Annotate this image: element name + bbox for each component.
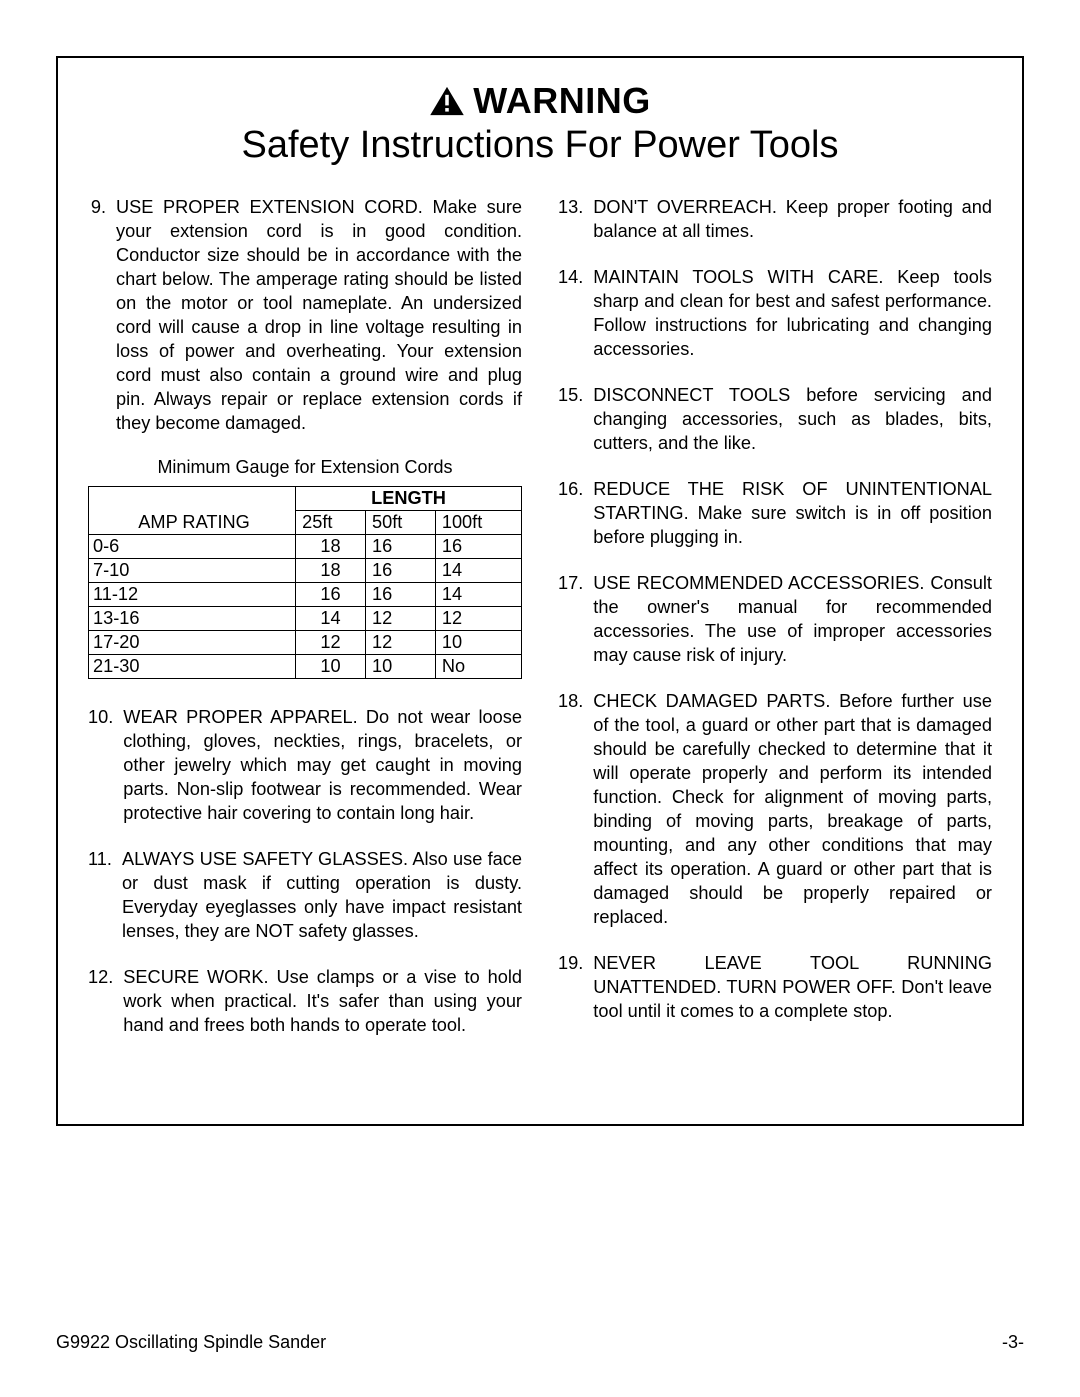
heading-block: WARNING Safety Instructions For Power To…	[88, 80, 992, 167]
footer-page-number: -3-	[1002, 1332, 1024, 1353]
item-number: 12.	[88, 965, 123, 1037]
footer-product: G9922 Oscillating Spindle Sander	[56, 1332, 326, 1353]
instruction-item: 14. MAINTAIN TOOLS WITH CARE. Keep tools…	[558, 265, 992, 361]
item-number: 9.	[88, 195, 116, 435]
item-number: 13.	[558, 195, 593, 243]
item-number: 16.	[558, 477, 593, 549]
two-column-body: 9. USE PROPER EXTENSION CORD. Make sure …	[88, 195, 992, 1059]
item-text: DISCONNECT TOOLS before servicing and ch…	[593, 383, 992, 455]
warning-label: WARNING	[473, 80, 651, 122]
page-footer: G9922 Oscillating Spindle Sander -3-	[56, 1332, 1024, 1353]
item-number: 18.	[558, 689, 593, 929]
item-number: 11.	[88, 847, 122, 943]
item-text: SECURE WORK. Use clamps or a vise to hol…	[123, 965, 522, 1037]
instruction-item: 12. SECURE WORK. Use clamps or a vise to…	[88, 965, 522, 1037]
amp-header: AMP RATING	[89, 487, 296, 535]
item-text: CHECK DAMAGED PARTS. Before further use …	[593, 689, 992, 929]
page: WARNING Safety Instructions For Power To…	[0, 0, 1080, 1397]
item-number: 17.	[558, 571, 593, 667]
cord-table-block: Minimum Gauge for Extension Cords AMP RA…	[88, 457, 522, 679]
item-number: 10.	[88, 705, 123, 825]
col-25ft: 25ft	[296, 511, 366, 535]
instruction-item: 19. NEVER LEAVE TOOL RUNNING UNATTENDED.…	[558, 951, 992, 1023]
item-text: DON'T OVERREACH. Keep proper footing and…	[593, 195, 992, 243]
item-number: 19.	[558, 951, 593, 1023]
item-text: USE PROPER EXTENSION CORD. Make sure you…	[116, 195, 522, 435]
instruction-item: 10. WEAR PROPER APPAREL. Do not wear loo…	[88, 705, 522, 825]
instruction-item: 17. USE RECOMMENDED ACCESSORIES. Consult…	[558, 571, 992, 667]
left-column: 9. USE PROPER EXTENSION CORD. Make sure …	[88, 195, 522, 1059]
item-text: MAINTAIN TOOLS WITH CARE. Keep tools sha…	[593, 265, 992, 361]
instruction-item: 13. DON'T OVERREACH. Keep proper footing…	[558, 195, 992, 243]
col-50ft: 50ft	[365, 511, 435, 535]
table-row: 21-301010No	[89, 655, 522, 679]
warning-triangle-icon	[429, 86, 465, 116]
right-column: 13. DON'T OVERREACH. Keep proper footing…	[558, 195, 992, 1059]
item-text: USE RECOMMENDED ACCESSORIES. Consult the…	[593, 571, 992, 667]
instruction-item: 9. USE PROPER EXTENSION CORD. Make sure …	[88, 195, 522, 435]
instruction-item: 16. REDUCE THE RISK OF UNINTENTIONAL STA…	[558, 477, 992, 549]
page-subtitle: Safety Instructions For Power Tools	[88, 124, 992, 167]
instruction-item: 11. ALWAYS USE SAFETY GLASSES. Also use …	[88, 847, 522, 943]
table-row: 11-12161614	[89, 583, 522, 607]
warning-line: WARNING	[429, 80, 651, 122]
instruction-item: 18. CHECK DAMAGED PARTS. Before further …	[558, 689, 992, 929]
table-row: 13-16141212	[89, 607, 522, 631]
item-text: NEVER LEAVE TOOL RUNNING UNATTENDED. TUR…	[593, 951, 992, 1023]
content-frame: WARNING Safety Instructions For Power To…	[56, 56, 1024, 1126]
item-number: 15.	[558, 383, 593, 455]
table-row: 17-20121210	[89, 631, 522, 655]
table-caption: Minimum Gauge for Extension Cords	[88, 457, 522, 478]
col-100ft: 100ft	[435, 511, 521, 535]
item-number: 14.	[558, 265, 593, 361]
length-header: LENGTH	[296, 487, 522, 511]
item-text: WEAR PROPER APPAREL. Do not wear loose c…	[123, 705, 522, 825]
extension-cord-table: AMP RATING LENGTH 25ft 50ft 100ft 0-6181…	[88, 486, 522, 679]
instruction-item: 15. DISCONNECT TOOLS before servicing an…	[558, 383, 992, 455]
table-row: 0-6181616	[89, 535, 522, 559]
table-row: 7-10181614	[89, 559, 522, 583]
item-text: REDUCE THE RISK OF UNINTENTIONAL STARTIN…	[593, 477, 992, 549]
item-text: ALWAYS USE SAFETY GLASSES. Also use face…	[122, 847, 522, 943]
